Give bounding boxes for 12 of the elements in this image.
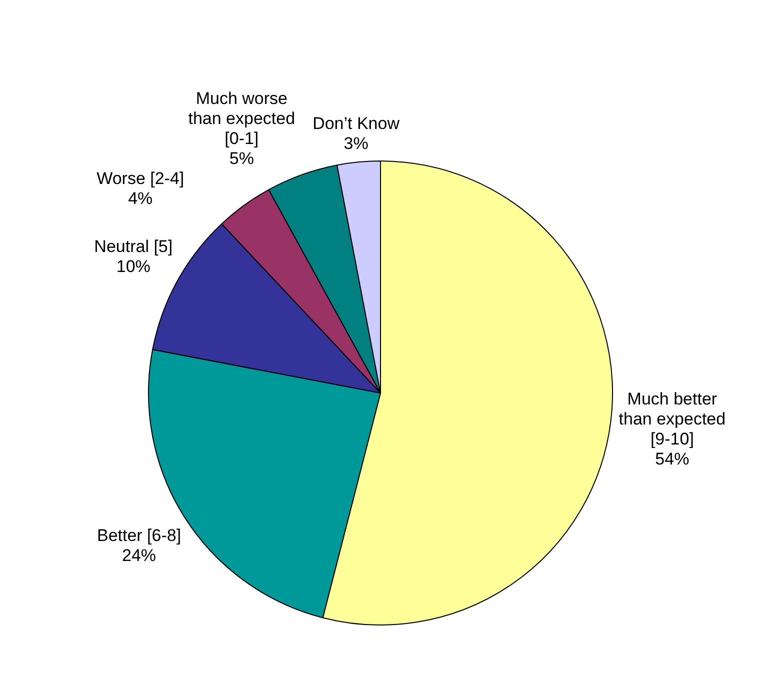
data-label: 54%	[655, 450, 690, 469]
data-label: 5%	[229, 149, 254, 168]
data-label: 3%	[344, 134, 368, 153]
slice-label: Better [6-8]	[96, 526, 182, 545]
data-label: 4%	[128, 188, 153, 208]
data-label: 24%	[122, 546, 156, 565]
slice-label: Much better than expected [9-10]	[618, 390, 726, 449]
slice-label: Much worse than expected [0-1]	[188, 89, 296, 148]
slice-label: Worse [2-4]	[96, 168, 184, 188]
slice-label: Don’t Know	[312, 114, 400, 133]
data-label: 10%	[116, 256, 150, 276]
slice-label: Neutral [5]	[94, 236, 173, 256]
